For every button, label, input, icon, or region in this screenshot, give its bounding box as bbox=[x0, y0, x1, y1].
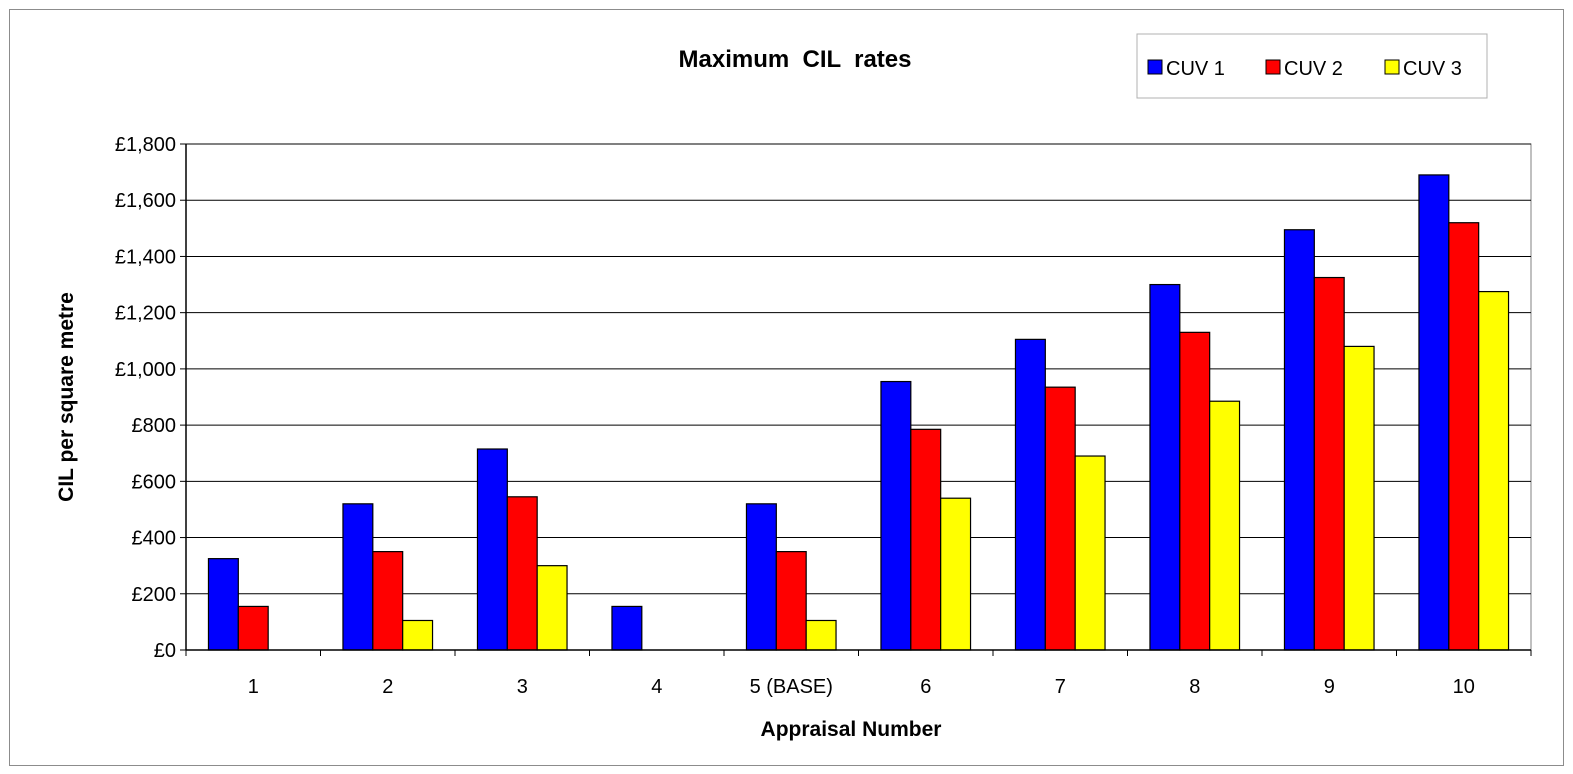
y-tick-label: £400 bbox=[132, 528, 177, 550]
bar bbox=[880, 380, 912, 651]
x-tick-label: 5 (BASE) bbox=[750, 676, 833, 698]
bar bbox=[1478, 290, 1510, 651]
bar bbox=[1044, 386, 1076, 651]
bar bbox=[1343, 345, 1375, 651]
bar bbox=[1448, 222, 1480, 651]
x-tick-label: 3 bbox=[517, 676, 528, 698]
x-tick-label: 4 bbox=[651, 676, 662, 698]
x-tick-label: 9 bbox=[1324, 676, 1335, 698]
y-tick-label: £1,000 bbox=[115, 359, 176, 381]
bar bbox=[476, 448, 508, 651]
bar bbox=[1074, 455, 1106, 651]
y-tick-label: £1,800 bbox=[115, 134, 176, 156]
bar bbox=[1149, 283, 1181, 651]
bar bbox=[1209, 400, 1241, 651]
bar bbox=[1418, 174, 1450, 651]
y-tick-label: £0 bbox=[154, 640, 176, 662]
bar bbox=[940, 497, 972, 651]
legend-swatch bbox=[1147, 59, 1163, 75]
legend-box bbox=[1136, 33, 1488, 99]
x-tick-label: 10 bbox=[1453, 676, 1475, 698]
bar bbox=[805, 619, 837, 651]
bars bbox=[207, 174, 1510, 651]
bar bbox=[342, 503, 374, 651]
bar bbox=[237, 605, 269, 651]
bar bbox=[775, 551, 807, 651]
chart-title: Maximum CIL rates bbox=[679, 46, 912, 73]
bar bbox=[372, 551, 404, 651]
bar bbox=[1283, 229, 1315, 651]
x-tick-label: 2 bbox=[382, 676, 393, 698]
x-tick-label: 1 bbox=[248, 676, 259, 698]
y-tick-label: £800 bbox=[132, 415, 177, 437]
bar bbox=[536, 565, 568, 651]
bar bbox=[207, 558, 239, 651]
bar bbox=[1014, 338, 1046, 651]
y-tick-label: £1,400 bbox=[115, 246, 176, 268]
bar bbox=[745, 503, 777, 651]
y-tick-label: £200 bbox=[132, 584, 177, 606]
x-tick-label: 8 bbox=[1189, 676, 1200, 698]
y-axis-ticks: £0 £200 £400 £600 £800 £1,000 £1,200 £1,400 £1,6… bbox=[115, 134, 176, 662]
legend-label: CUV 1 bbox=[1166, 58, 1225, 80]
bar bbox=[1313, 276, 1345, 651]
bar bbox=[611, 605, 643, 651]
x-tick-label: 7 bbox=[1055, 676, 1066, 698]
bar bbox=[1179, 331, 1211, 651]
bar bbox=[506, 496, 538, 651]
legend-label: CUV 2 bbox=[1284, 58, 1343, 80]
x-axis-ticks: 1 2 3 4 5 (BASE) 6 7 8 9 10 bbox=[248, 676, 1475, 698]
legend-label: CUV 3 bbox=[1403, 58, 1462, 80]
legend-swatch bbox=[1265, 59, 1281, 75]
y-axis-title: CIL per square metre bbox=[55, 292, 78, 502]
x-tick-label: 6 bbox=[920, 676, 931, 698]
bar bbox=[910, 428, 942, 651]
bar bbox=[402, 619, 434, 651]
y-tick-label: £600 bbox=[132, 471, 177, 493]
y-tick-label: £1,200 bbox=[115, 303, 176, 325]
x-axis-title: Appraisal Number bbox=[761, 718, 942, 741]
y-tick-label: £1,600 bbox=[115, 190, 176, 212]
legend: CUV 1 CUV 2 CUV 3 bbox=[1136, 33, 1488, 99]
legend-swatch bbox=[1384, 59, 1400, 75]
axes bbox=[180, 143, 1532, 656]
